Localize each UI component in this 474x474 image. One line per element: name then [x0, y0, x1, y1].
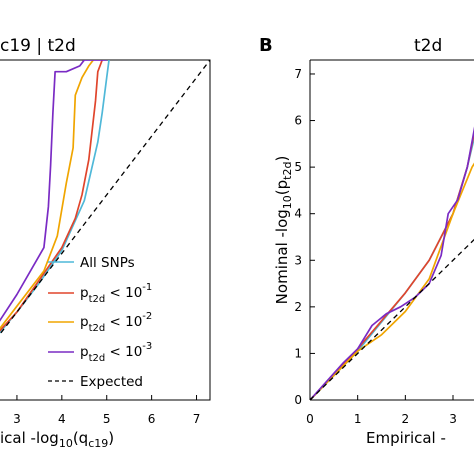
panel-b-plot-area [310, 126, 474, 400]
panel-a-x-axis-label: ical -log10(qc19) [0, 429, 114, 450]
panel-a-x-ticks: 3 4 5 6 7 [13, 395, 200, 426]
series-line-all-snps [310, 135, 474, 400]
legend: All SNPs pt2d < 10-1 pt2d < 10-2 pt2d < … [48, 255, 152, 390]
legend-item-p-3: pt2d < 10-3 [48, 341, 152, 364]
series-line-p-t2d-10-3 [310, 126, 474, 400]
legend-label: Expected [80, 374, 143, 390]
x-tick-label: 2 [402, 412, 410, 426]
series-line-p-t2d-10-1 [0, 60, 103, 332]
series-line-p-t2d-10-2 [310, 162, 474, 400]
legend-label: pt2d < 10-1 [80, 282, 152, 305]
legend-item-p-1: pt2d < 10-1 [48, 282, 152, 305]
panel-b-y-axis-label: Nominal -log10(pt2d) [273, 156, 294, 305]
panel-b-ticks: 0 1 2 3 0 1 2 3 4 5 6 7 [294, 67, 456, 426]
x-tick-label: 4 [58, 412, 66, 426]
legend-label: pt2d < 10-2 [80, 311, 152, 334]
y-tick-label: 1 [294, 346, 302, 360]
x-tick-label: 1 [354, 412, 362, 426]
legend-item-p-2: pt2d < 10-2 [48, 311, 152, 334]
x-tick-label: 0 [306, 412, 314, 426]
y-tick-label: 6 [294, 114, 302, 128]
panel-b-title: t2d [414, 36, 442, 56]
panel-a: c19 | t2d 3 4 5 6 7 ical -log10(qc19) All SN… [0, 36, 211, 450]
panel-b-x-axis-label: Empirical - [366, 429, 446, 447]
series-line-p-t2d-10-2 [0, 60, 94, 330]
series-line-p-t2d-10-3 [0, 60, 107, 322]
x-tick-label: 3 [449, 412, 457, 426]
x-tick-label: 3 [13, 412, 21, 426]
legend-label: All SNPs [80, 255, 135, 271]
legend-label: pt2d < 10-3 [80, 341, 152, 364]
y-tick-label: 2 [294, 300, 302, 314]
legend-item-all-snps: All SNPs [48, 255, 135, 271]
x-tick-label: 5 [103, 412, 111, 426]
panel-b-letter: B [259, 35, 273, 56]
y-tick-label: 0 [294, 393, 302, 407]
panel-a-plot-area [0, 60, 210, 336]
legend-item-expected: Expected [48, 374, 143, 390]
series-line-p-t2d-10-1 [310, 129, 474, 400]
y-tick-label: 3 [294, 253, 302, 267]
x-tick-label: 6 [148, 412, 156, 426]
panel-a-title: c19 | t2d [0, 36, 76, 56]
y-tick-label: 4 [294, 207, 302, 221]
series-line-expected [0, 60, 210, 336]
series-line-expected [310, 238, 474, 400]
y-tick-label: 7 [294, 67, 302, 81]
y-tick-label: 5 [294, 160, 302, 174]
x-tick-label: 7 [193, 412, 201, 426]
